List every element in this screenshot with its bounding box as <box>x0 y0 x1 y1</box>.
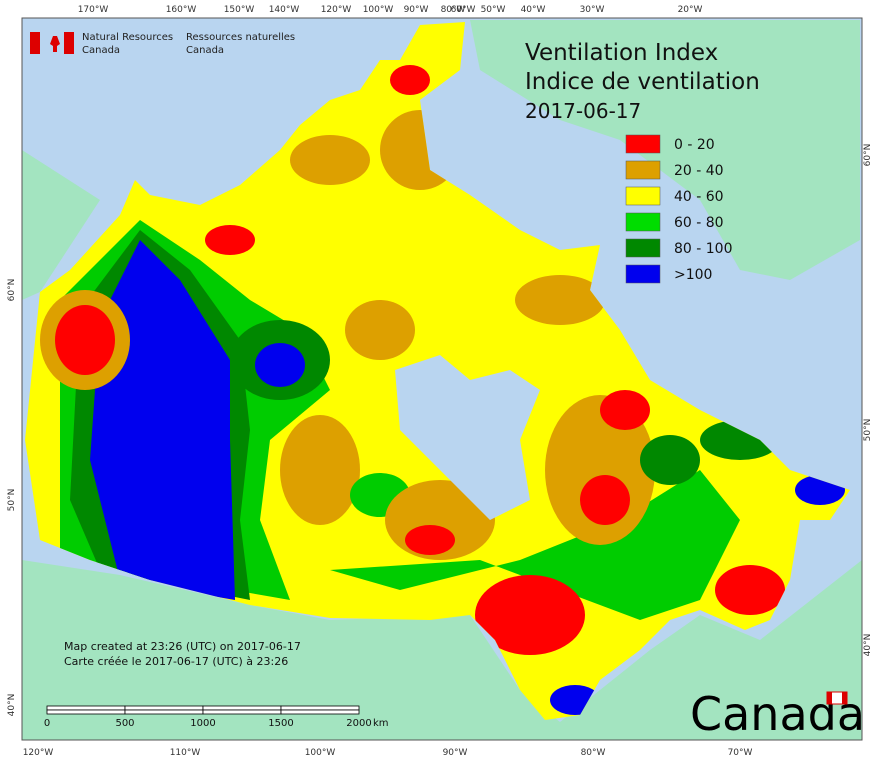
legend-label: >100 <box>674 267 712 283</box>
scale-segment <box>46 705 126 711</box>
field-zone <box>405 525 455 555</box>
header-text: Canada <box>186 45 224 56</box>
greenland <box>470 20 860 280</box>
field-zone <box>55 305 115 375</box>
legend-label: 0 - 20 <box>674 137 715 153</box>
lat-label: 40°N <box>863 634 873 657</box>
legend-label: 80 - 100 <box>674 241 733 257</box>
scale-segment <box>124 705 204 711</box>
field-zone <box>580 475 630 525</box>
field-zone <box>345 300 415 360</box>
hudson-bay <box>395 355 540 520</box>
lon-label: 50°W <box>481 5 506 15</box>
scale-segment <box>280 705 360 711</box>
lon-label: 170°W <box>78 5 109 15</box>
field-zone <box>390 65 430 95</box>
lon-label: 120°W <box>321 5 352 15</box>
legend-swatch <box>625 212 661 232</box>
map-border <box>21 17 863 741</box>
credit: Carte créée le 2017-06-17 (UTC) à 23:26 <box>64 655 288 668</box>
lon-label: 100°W <box>305 748 336 758</box>
scale-segment <box>46 709 126 715</box>
legend-swatch <box>625 264 661 284</box>
header-text: Natural Resources <box>82 32 173 43</box>
alaska <box>22 150 100 300</box>
scale-segment <box>202 709 282 715</box>
scale-unit: km <box>373 718 389 729</box>
flag-bar <box>30 32 40 54</box>
lon-label: 160°W <box>166 5 197 15</box>
lon-label: 60°W <box>451 5 476 15</box>
header-text: Canada <box>82 45 120 56</box>
legend-label: 40 - 60 <box>674 189 724 205</box>
scale-segment <box>202 705 282 711</box>
wordmark-flag <box>827 692 832 704</box>
scale-label: 0 <box>44 718 50 729</box>
legend-swatch <box>625 134 661 154</box>
legend-swatch <box>625 238 661 258</box>
title-date: 2017-06-17 <box>525 99 641 123</box>
field-zone <box>640 435 700 485</box>
lon-label: 40°W <box>521 5 546 15</box>
legend-swatch <box>625 160 661 180</box>
lon-label: 110°W <box>170 748 201 758</box>
lat-label: 40°N <box>7 694 17 717</box>
header-text: Ressources naturelles <box>186 32 295 43</box>
wordmark-flag <box>842 692 847 704</box>
legend-swatch <box>625 186 661 206</box>
field-zone <box>515 275 605 325</box>
field-zone <box>290 135 370 185</box>
field-zone <box>255 343 305 387</box>
lon-label: 140°W <box>269 5 300 15</box>
scale-label: 1000 <box>190 718 215 729</box>
usa <box>22 560 862 740</box>
lat-label: 50°N <box>7 489 17 512</box>
legend-label: 60 - 80 <box>674 215 724 231</box>
scale-label: 1500 <box>268 718 293 729</box>
title: Ventilation Index <box>525 40 718 66</box>
lon-label: 70°W <box>728 748 753 758</box>
field-zone <box>330 470 740 620</box>
flag-bar <box>64 32 74 54</box>
flag-leaf <box>50 36 60 52</box>
lat-label: 60°N <box>7 279 17 302</box>
lon-label: 120°W <box>23 748 54 758</box>
credit: Map created at 23:26 (UTC) on 2017-06-17 <box>64 640 301 653</box>
lon-label: 30°W <box>580 5 605 15</box>
scale-segment <box>124 709 204 715</box>
title: Indice de ventilation <box>525 69 760 95</box>
legend-label: 20 - 40 <box>674 163 724 179</box>
lon-label: 100°W <box>363 5 394 15</box>
lon-label: 80°W <box>581 748 606 758</box>
field-zone <box>475 575 585 655</box>
lat-label: 50°N <box>863 419 873 442</box>
lon-label: 20°W <box>678 5 703 15</box>
field-zone <box>715 565 785 615</box>
field-zone <box>280 415 360 525</box>
scale-label: 2000 <box>346 718 371 729</box>
lon-label: 150°W <box>224 5 255 15</box>
scale-label: 500 <box>115 718 134 729</box>
scale-segment <box>280 709 360 715</box>
lat-label: 60°N <box>863 144 873 167</box>
lon-label: 90°W <box>443 748 468 758</box>
field-zone <box>600 390 650 430</box>
lon-label: 90°W <box>404 5 429 15</box>
field-zone <box>205 225 255 255</box>
lon-label: 80°W <box>441 5 466 15</box>
